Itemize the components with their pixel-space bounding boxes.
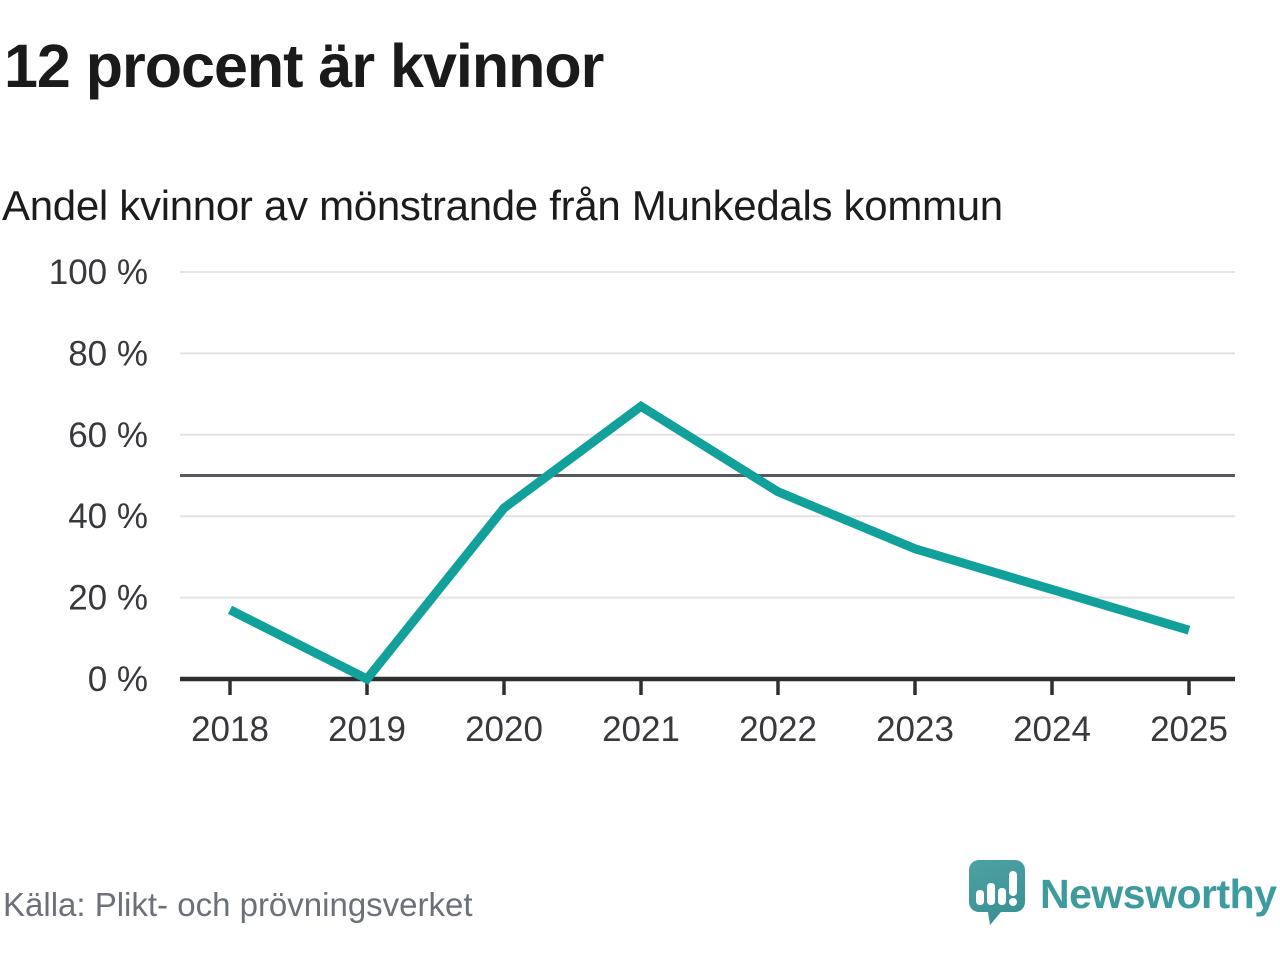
y-tick-label: 100 % <box>49 253 148 292</box>
x-tick-label: 2018 <box>191 710 269 749</box>
y-tick-label: 40 % <box>68 497 148 536</box>
y-tick-label: 20 % <box>68 579 148 618</box>
brand-logo: Newsworthy <box>963 858 1277 934</box>
y-tick-label: 60 % <box>68 416 148 455</box>
source-note: Källa: Plikt- och prövningsverket <box>3 886 473 923</box>
x-tick-label: 2024 <box>1013 710 1091 749</box>
line-chart: 0 % 20 % 40 % 60 % 80 % 100 % 2018 2019 2020 2021… <box>49 253 1235 749</box>
y-axis-labels: 0 % 20 % 40 % 60 % 80 % 100 % <box>49 253 148 699</box>
newsworthy-logo-icon <box>969 860 1025 925</box>
x-tick-label: 2025 <box>1150 710 1228 749</box>
chart-subtitle: Andel kvinnor av mönstrande från Munkeda… <box>2 182 1003 229</box>
x-tick-label: 2023 <box>876 710 954 749</box>
x-tick-label: 2022 <box>739 710 817 749</box>
chart-title: 12 procent är kvinnor <box>4 32 604 100</box>
gridlines <box>180 271 1235 599</box>
y-tick-label: 80 % <box>68 334 148 373</box>
x-axis <box>180 676 1235 695</box>
brand-name: Newsworthy <box>1040 871 1277 917</box>
x-axis-labels: 2018 2019 2020 2021 2022 2023 2024 2025 <box>191 710 1228 749</box>
x-tick-label: 2021 <box>602 710 680 749</box>
y-tick-label: 0 % <box>88 660 148 699</box>
data-series-line <box>227 400 1191 685</box>
x-tick-label: 2019 <box>328 710 406 749</box>
x-tick-label: 2020 <box>465 710 543 749</box>
